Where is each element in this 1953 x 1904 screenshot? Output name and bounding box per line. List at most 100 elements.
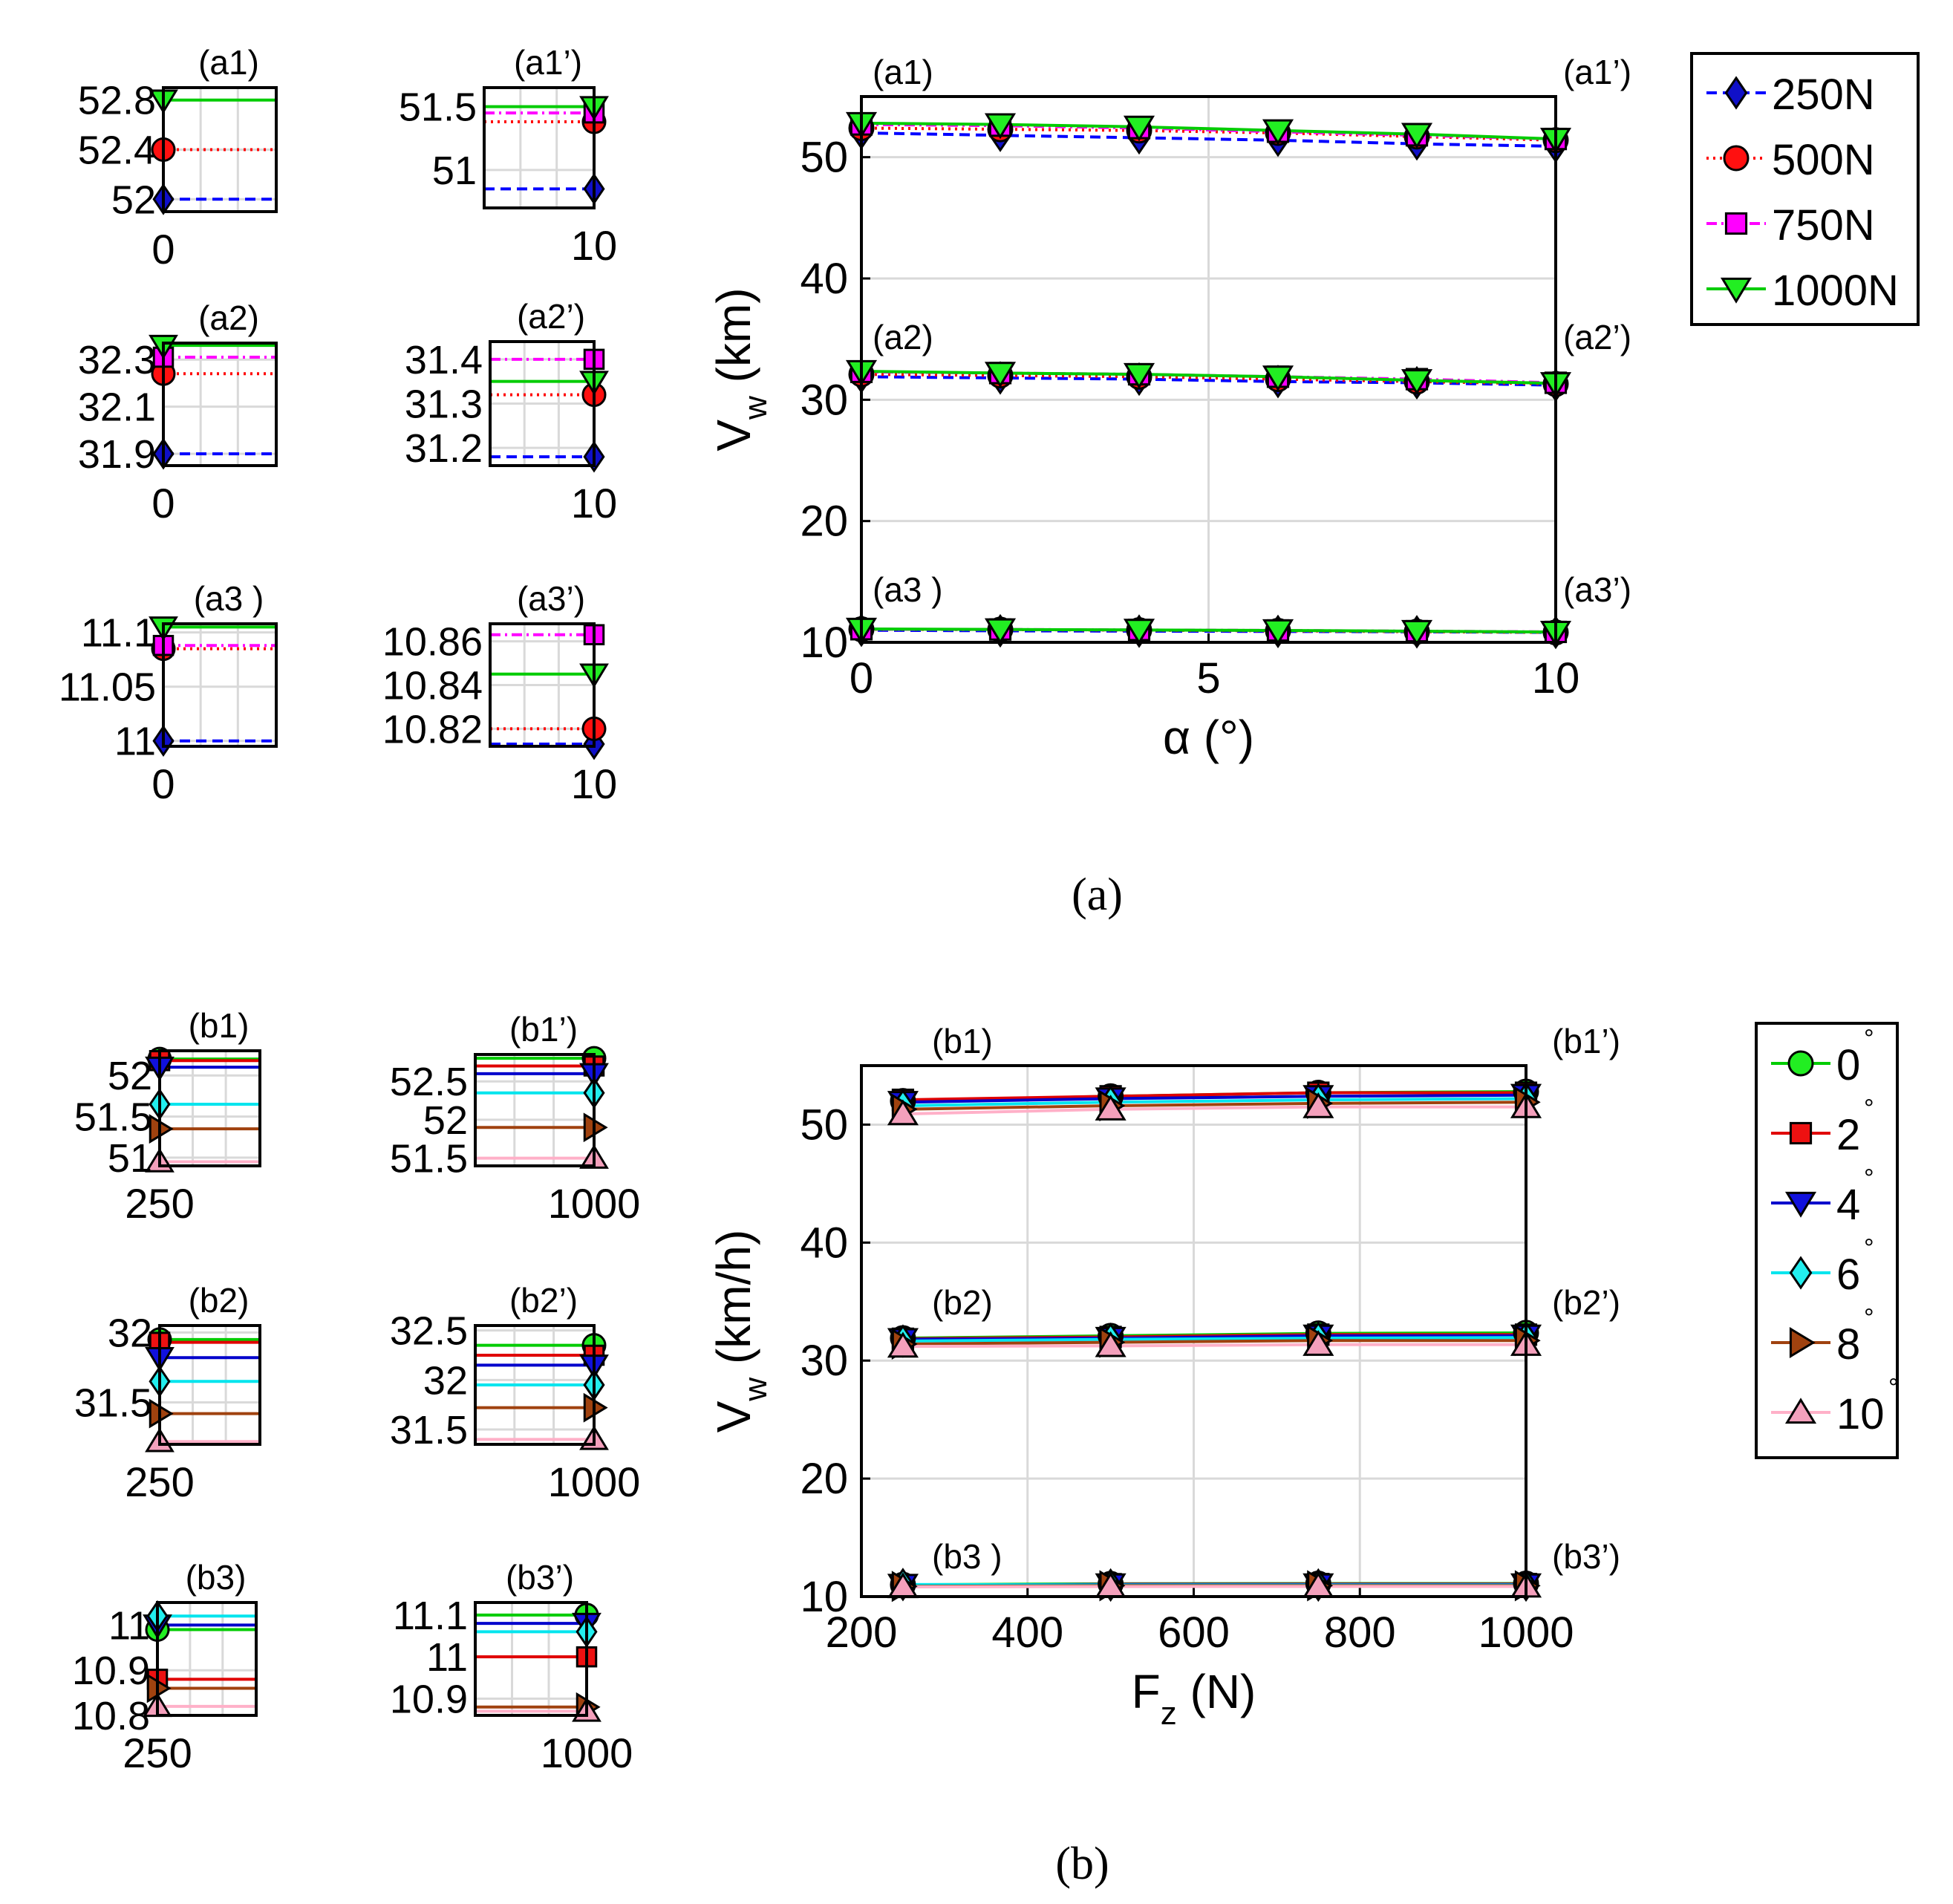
inset-y-tick-label: 31.9 — [78, 432, 156, 477]
annotation-left: (b2) — [932, 1283, 993, 1322]
legend-degree: ° — [1888, 1374, 1899, 1402]
data-point-1000N — [984, 618, 1017, 645]
data-point-10 — [1302, 1092, 1334, 1118]
series-line-2 — [902, 1091, 1526, 1102]
y-tick-label: 20 — [800, 498, 848, 546]
inset-(a2): 31.932.132.3 0 (a2) — [78, 299, 278, 526]
series-line-10 — [902, 1585, 1526, 1588]
series-line-250N — [861, 375, 1556, 387]
inset-y-tick-label: 11 — [108, 1603, 150, 1648]
inset-frame — [158, 1324, 261, 1446]
data-point-1000N — [1123, 362, 1155, 389]
inset-title: (a1’) — [514, 43, 582, 82]
y-tick-label: 40 — [800, 255, 848, 303]
inset-frame — [474, 1601, 588, 1717]
y-tick-label: 30 — [800, 1337, 848, 1385]
data-point-10 — [1095, 1095, 1127, 1121]
series-line-500N — [861, 373, 1556, 386]
inset-y-tick-label: 52 — [423, 1098, 468, 1143]
axes-frame — [860, 1064, 1527, 1598]
inset-(a2’): 31.231.331.4 10 (a2’) — [405, 297, 617, 526]
series-line-10 — [902, 1343, 1526, 1349]
data-point-1000N — [1123, 115, 1155, 142]
inset-y-tick-label: 51 — [108, 1136, 152, 1181]
inset-area — [475, 1603, 587, 1715]
figure-caption: (a) — [1072, 870, 1123, 920]
series-line-8 — [902, 1339, 1526, 1346]
annotation-left: (a3 ) — [873, 570, 943, 609]
inset-x-tick-label: 250 — [123, 1729, 192, 1776]
annotation-left: (b1) — [932, 1022, 993, 1060]
x-label-sub: z — [1161, 1695, 1177, 1732]
series-line-8 — [902, 1101, 1527, 1111]
inset-y-tick-label: 31.5 — [74, 1381, 152, 1426]
data-point-1000N — [984, 362, 1017, 388]
data-point-1000N — [1401, 123, 1433, 149]
x-tick-label: 200 — [826, 1608, 898, 1657]
inset-y-tick-label: 10.9 — [72, 1649, 150, 1693]
x-tick-label: 5 — [1196, 654, 1220, 702]
inset-frame — [474, 1053, 596, 1167]
annotation-left: (b3 ) — [932, 1537, 1002, 1576]
chart-b-main: 200 400 600 800 1000 10 20 30 40 50 (b1) (b1’) (b2) (… — [707, 1022, 1620, 1889]
inset-y-tick-label: 11.1 — [81, 611, 156, 656]
data-point-10 — [1302, 1330, 1334, 1356]
inset-frame — [162, 86, 278, 213]
y-label-rest: (km/h) — [707, 1230, 760, 1378]
inset-x-tick-label: 1000 — [541, 1729, 633, 1776]
y-tick-label: 10 — [800, 1573, 848, 1621]
inset-y-tick-label: 31.3 — [405, 382, 483, 427]
inset-frame — [162, 342, 278, 467]
legend-marker-1000N — [1720, 277, 1753, 304]
legend-marker-6 — [1789, 1256, 1813, 1290]
data-point-1000N — [1123, 619, 1155, 645]
inset-y-tick-label: 10.86 — [382, 620, 483, 665]
y-label-main: V — [707, 420, 760, 451]
y-tick-label: 50 — [800, 1101, 848, 1149]
legend-degree: ° — [1864, 1304, 1874, 1332]
y-label-main: V — [707, 1401, 760, 1432]
inset-area — [163, 343, 276, 466]
annotation-right: (b1’) — [1552, 1022, 1620, 1060]
inset-y-tick-label: 31.4 — [405, 338, 483, 382]
legend-degree: ° — [1864, 1164, 1874, 1193]
legend-label-6: 6 — [1836, 1251, 1860, 1299]
inset-(a1’): 51 51.5 10 (a1’) — [399, 43, 617, 269]
inset-y-tick-label: 10.84 — [382, 664, 483, 708]
inset-y-tick-label: 51.5 — [399, 85, 477, 130]
legend-marker-500N — [1723, 145, 1750, 172]
inset-area — [160, 1326, 260, 1444]
legend-label-250N: 250N — [1772, 71, 1875, 119]
inset-y-tick-label: 32 — [108, 1311, 152, 1355]
y-label-sub: w — [737, 1378, 774, 1402]
inset-x-tick-label: 0 — [151, 480, 175, 526]
inset-x-tick-label: 10 — [571, 760, 617, 807]
data-point-10 — [887, 1331, 919, 1358]
series-line-1000N — [861, 627, 1556, 634]
inset-y-tick-label: 32.1 — [78, 385, 156, 430]
legend-marker-750N — [1724, 212, 1748, 235]
y-tick-label: 50 — [800, 134, 848, 182]
x-axis-label: α (°) — [1163, 711, 1254, 764]
inset-x-tick-label: 0 — [151, 760, 175, 807]
annotation-left: (a2) — [873, 318, 933, 356]
series-line-10 — [902, 1105, 1526, 1116]
figure-caption: (b) — [1055, 1839, 1109, 1889]
inset-title: (b1) — [189, 1006, 250, 1045]
legend-label-1000N: 1000N — [1772, 267, 1899, 315]
legend-label-750N: 750N — [1772, 201, 1875, 250]
legend-label-0: 0 — [1836, 1041, 1860, 1089]
x-tick-label: 600 — [1158, 1608, 1230, 1657]
data-point-1000N — [1262, 119, 1294, 146]
inset-y-tick-label: 32 — [423, 1358, 468, 1403]
series-line-1000N — [861, 121, 1556, 141]
legend-label-10: 10 — [1836, 1390, 1885, 1438]
annotation-right: (a1’) — [1563, 53, 1631, 91]
inset-y-tick-label: 31.2 — [405, 426, 483, 471]
inset-y-tick-label: 52.8 — [78, 79, 156, 123]
inset-frame — [474, 1324, 596, 1446]
